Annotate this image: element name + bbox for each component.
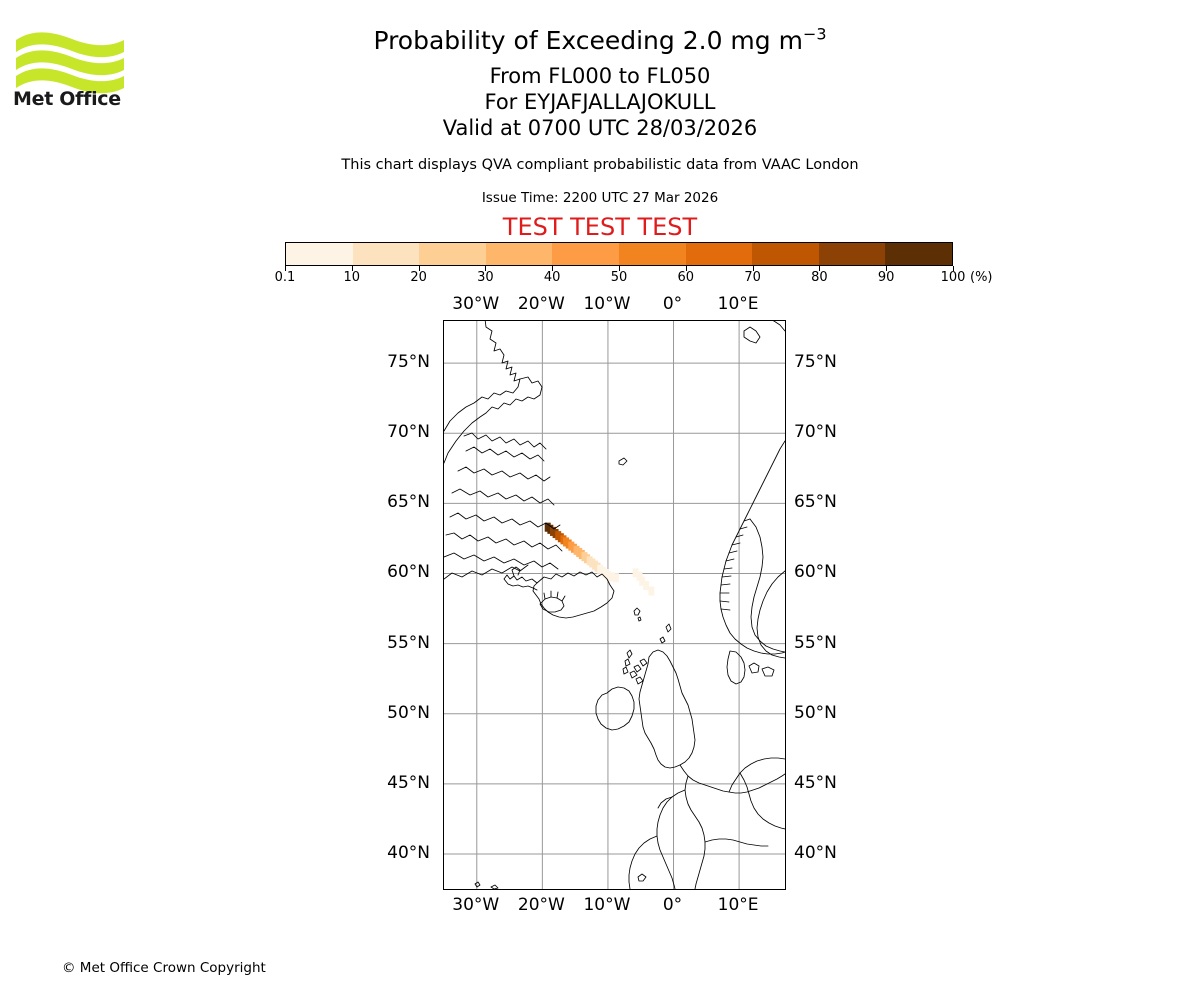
colorbar-tick-label-90: 90: [877, 270, 895, 285]
colorbar-tick-label-0.1: 0.1: [274, 270, 296, 285]
valid-time-subtitle: Valid at 0700 UTC 28/03/2026: [442, 116, 758, 140]
lon-label-bottom-30°W: 30°W: [452, 895, 500, 915]
page-title: Probability of Exceeding 2.0 mg m−3: [0, 25, 1200, 57]
copyright-footer: © Met Office Crown Copyright: [62, 960, 266, 976]
colorbar-tick-label-40: 40: [543, 270, 561, 285]
lat-label-left-45°N: 45°N: [387, 772, 430, 793]
lat-label-right-50°N: 50°N: [794, 702, 837, 723]
colorbar-tick-80: [819, 266, 821, 271]
plume-cell: [605, 571, 612, 581]
lon-label-bottom-0°: 0°: [662, 895, 683, 915]
plume-cell: [639, 576, 646, 586]
lat-label-right-65°N: 65°N: [794, 492, 837, 513]
lon-label-top-20°W: 20°W: [517, 294, 565, 314]
plume-cell: [636, 571, 643, 581]
lat-label-right-75°N: 75°N: [794, 352, 837, 373]
page-title-text: Probability of Exceeding 2.0 mg m: [373, 26, 803, 55]
lat-label-right-70°N: 70°N: [794, 422, 837, 443]
map-plot-area[interactable]: [443, 320, 786, 890]
colorbar-tick-label-100: 100: [940, 270, 966, 285]
lat-label-right-40°N: 40°N: [794, 842, 837, 863]
colorbar-band-70-80: [752, 243, 819, 265]
colorbar-tick-60: [685, 266, 687, 271]
lat-label-left-75°N: 75°N: [387, 352, 430, 373]
lon-label-bottom-10°W: 10°W: [583, 895, 631, 915]
lon-label-top-0°: 0°: [662, 294, 683, 314]
test-banner: TEST TEST TEST: [502, 213, 698, 241]
colorbar-units-label: (%): [970, 270, 993, 285]
colorbar-tick-30: [485, 266, 487, 271]
colorbar-band-30-40: [485, 243, 553, 265]
lon-label-top-10°W: 10°W: [583, 294, 631, 314]
colorbar-band-50-60: [618, 243, 686, 265]
lon-label-top-10°E: 10°E: [717, 294, 759, 314]
colorbar-tick-label-10: 10: [343, 270, 361, 285]
colorbar-band-60-70: [685, 243, 753, 265]
flight-level-subtitle: From FL000 to FL050: [489, 64, 711, 88]
plume-cell: [632, 568, 639, 578]
colorbar-tick-40: [552, 266, 554, 271]
colorbar-tick-label-70: 70: [744, 270, 761, 285]
ash-plume-layer: [544, 522, 655, 596]
map-gridlines: [444, 321, 785, 889]
lat-label-right-60°N: 60°N: [794, 562, 837, 583]
page-title-exponent: −3: [802, 24, 827, 44]
colorbar-tick-label-60: 60: [677, 270, 695, 285]
lon-label-bottom-10°E: 10°E: [717, 895, 759, 915]
issue-time: Issue Time: 2200 UTC 27 Mar 2026: [481, 190, 719, 206]
colorbar-band-10-20: [352, 243, 420, 265]
brand-name: Met Office: [13, 88, 121, 110]
lon-label-bottom-20°W: 20°W: [517, 895, 565, 915]
colorbar-tick-10: [351, 266, 353, 271]
colorbar-tick-label-20: 20: [410, 270, 427, 285]
lat-label-right-55°N: 55°N: [794, 632, 837, 653]
met-office-waves-icon: [16, 32, 124, 94]
map-canvas: [444, 321, 785, 889]
colorbar-tick-100: [953, 266, 954, 271]
colorbar: [285, 242, 953, 266]
lat-label-left-70°N: 70°N: [387, 422, 430, 443]
qva-note: This chart displays QVA compliant probab…: [341, 157, 859, 173]
lat-label-left-65°N: 65°N: [387, 492, 430, 513]
colorbar-band-90-100: [885, 243, 952, 265]
lat-label-left-40°N: 40°N: [387, 842, 430, 863]
lon-label-top-30°W: 30°W: [452, 294, 500, 314]
coastlines-layer: [444, 321, 785, 889]
plume-cell: [643, 580, 650, 590]
met-office-logo: [12, 22, 132, 117]
plume-cell: [612, 573, 619, 583]
colorbar-tick-20: [418, 266, 420, 271]
lat-label-left-60°N: 60°N: [387, 562, 430, 583]
plume-cell: [648, 586, 655, 596]
lat-label-right-45°N: 45°N: [794, 772, 837, 793]
colorbar-band-80-90: [818, 243, 886, 265]
plume-cell: [608, 572, 615, 582]
colorbar-bands: [285, 242, 953, 266]
colorbar-band-20-30: [419, 243, 486, 265]
colorbar-band-0.1-10: [286, 243, 353, 265]
colorbar-tick-50: [619, 266, 620, 271]
colorbar-tick-label-30: 30: [477, 270, 494, 285]
colorbar-tick-70: [752, 266, 754, 271]
colorbar-tick-label-50: 50: [610, 270, 628, 285]
lat-label-left-50°N: 50°N: [387, 702, 430, 723]
colorbar-band-40-50: [552, 243, 619, 265]
colorbar-tick-90: [886, 266, 888, 271]
colorbar-tick-0.1: [285, 266, 286, 271]
lat-label-left-55°N: 55°N: [387, 632, 430, 653]
volcano-subtitle: For EYJAFJALLAJOKULL: [484, 90, 716, 114]
colorbar-tick-label-80: 80: [811, 270, 828, 285]
